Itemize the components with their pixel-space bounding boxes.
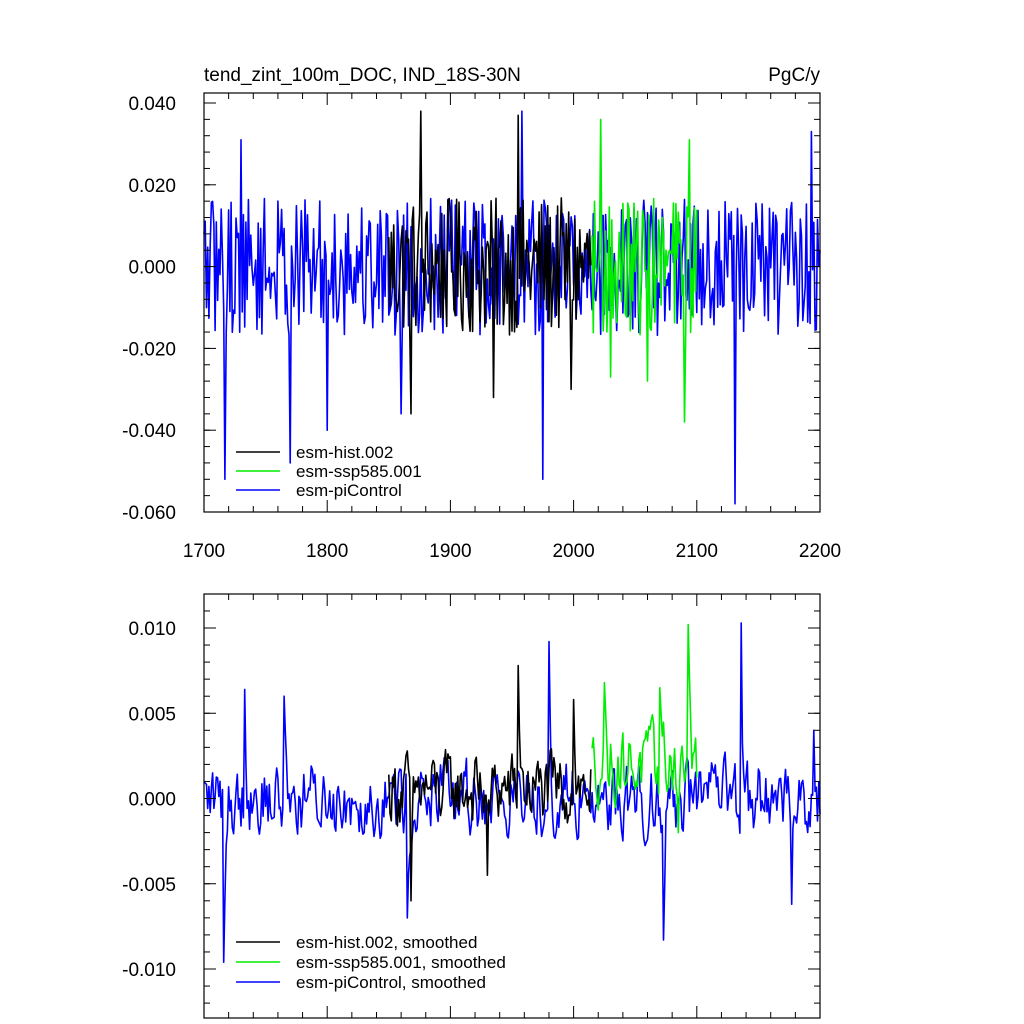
p1-series-line-esm-ssp585-001: [591, 118, 698, 423]
panel1-legend: esm-hist.002 esm-ssp585.001 esm-piContro…: [236, 443, 422, 500]
panel2-legend: esm-hist.002, smoothed esm-ssp585.001, s…: [236, 933, 506, 992]
p1-ytick-label: -0.060: [122, 503, 176, 524]
panel1-frame: [203, 92, 821, 513]
p1-ytick-label: -0.020: [122, 339, 176, 360]
p1-xtick-label: 1900: [429, 541, 471, 562]
legend-label-ssp585: esm-ssp585.001: [296, 462, 422, 481]
panel1-title: tend_zint_100m_DOC, IND_18S-30N: [204, 65, 521, 86]
bottom-panel: 0.010 0.005 0.000 -0.005 -0.010 esm-hist.002…: [122, 593, 821, 1019]
panel2-frame: [203, 593, 821, 1019]
p2-ytick-label: -0.010: [122, 960, 176, 981]
p2-ytick-label: 0.000: [128, 790, 176, 811]
p1-ytick-label: 0.020: [128, 176, 176, 197]
p2-ytick-label: -0.005: [122, 875, 176, 896]
panel1-series: [203, 110, 821, 505]
p1-xtick-label: 2200: [799, 541, 841, 562]
p2-series-line-esm-hist-002-smoothed: [388, 664, 592, 902]
p2-series-line-esm-ssp585-001-smoothed: [591, 623, 698, 834]
p1-xtick-label: 1800: [306, 541, 348, 562]
p1-ytick-label: 0.040: [128, 94, 176, 115]
p2-series-line-esm-picontrol-smoothed: [203, 622, 821, 964]
legend-label-hist-smoothed: esm-hist.002, smoothed: [296, 933, 477, 952]
top-panel: tend_zint_100m_DOC, IND_18S-30N PgC/y 0.…: [122, 65, 841, 562]
p1-ytick-label: -0.040: [122, 421, 176, 442]
panel1-ticks: 0.040 0.020 0.000 -0.020 -0.040 -0.060 1700 180…: [122, 93, 841, 562]
legend-label-ssp585-smoothed: esm-ssp585.001, smoothed: [296, 953, 506, 972]
legend-label-hist: esm-hist.002: [296, 443, 393, 462]
p2-ytick-label: 0.005: [128, 704, 176, 725]
legend-label-picontrol: esm-piControl: [296, 481, 402, 500]
legend-label-picontrol-smoothed: esm-piControl, smoothed: [296, 973, 486, 992]
p1-series-line-esm-hist-002: [388, 110, 592, 415]
panel1-units: PgC/y: [768, 65, 820, 86]
panel2-ticks: 0.010 0.005 0.000 -0.005 -0.010: [122, 594, 821, 1018]
panel2-series: [203, 622, 821, 964]
p1-xtick-label: 2100: [676, 541, 718, 562]
p2-ytick-label: 0.010: [128, 619, 176, 640]
p1-series-line-esm-picontrol: [203, 110, 821, 505]
p1-xtick-label: 1700: [183, 541, 225, 562]
p1-xtick-label: 2000: [552, 541, 594, 562]
p1-ytick-label: 0.000: [128, 258, 176, 279]
